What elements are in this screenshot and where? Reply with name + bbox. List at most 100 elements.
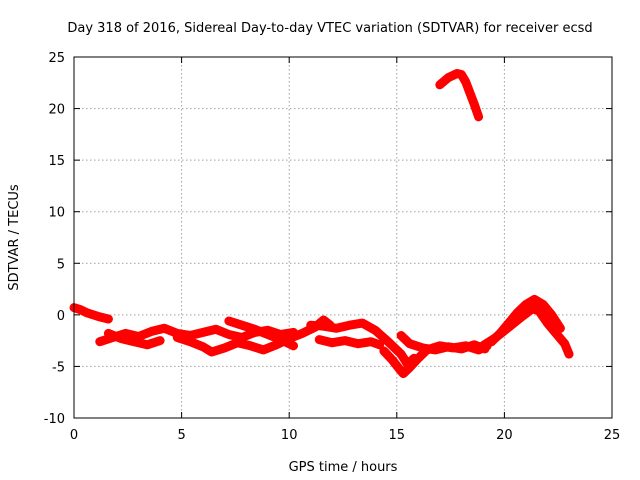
data-point [521,300,530,309]
data-point [379,346,388,355]
data-point [315,335,324,344]
data-point [453,69,462,78]
series-trace-g [314,335,385,350]
data-point [560,339,569,348]
data-point [435,80,444,89]
data-point [375,340,384,349]
data-point [233,338,242,347]
data-point [384,337,393,346]
data-point [224,317,233,326]
data-point [556,324,565,333]
data-point [220,343,229,352]
y-tick-label: 5 [57,257,65,272]
data-point [95,312,104,321]
data-traces [69,69,574,379]
data-point [237,321,246,330]
x-tick-label: 15 [389,428,406,443]
data-point [405,339,414,348]
data-point [156,336,165,345]
series-trace-c [103,328,165,350]
data-point [414,354,423,363]
data-point [306,321,315,330]
data-point [496,329,505,338]
data-point [474,112,483,121]
x-tick-label: 0 [70,428,78,443]
plot-frame [73,56,613,419]
data-point [147,327,156,336]
x-axis-label: GPS time / hours [289,460,398,475]
data-point [212,325,221,334]
series-trace-e [224,316,298,351]
data-point [224,330,233,339]
data-point [461,77,470,86]
y-tick-label: -5 [52,360,65,375]
data-point [371,326,380,335]
x-tick-label: 5 [177,428,185,443]
data-point [341,336,350,345]
data-point [104,329,113,338]
data-point [444,73,453,82]
data-point [199,342,208,351]
x-tick-label: 10 [281,428,298,443]
series-line [435,69,484,122]
data-point [143,340,152,349]
data-point [470,340,479,349]
data-point [418,343,427,352]
data-point [366,337,375,346]
data-point [89,310,98,319]
data-point [354,339,363,348]
data-point [199,328,208,337]
data-point [95,337,104,346]
data-point [328,338,337,347]
data-point [539,300,548,309]
data-point [276,335,285,344]
x-tick-label: 25 [604,428,621,443]
data-point [513,308,522,317]
data-point [186,337,195,346]
data-point [332,324,341,333]
grid [74,57,612,418]
data-point [82,308,91,317]
series-trace-f [306,318,419,369]
data-point [487,337,496,346]
data-point [394,364,403,373]
y-tick-label: 15 [48,154,65,169]
data-point [246,341,255,350]
data-point [470,100,479,109]
data-point [564,350,573,359]
data-point [289,341,298,350]
data-point [397,331,406,340]
series-trace-l [435,69,484,122]
data-point [130,337,139,346]
data-point [552,329,561,338]
data-point [358,319,367,328]
data-point [465,89,474,98]
data-point [76,305,85,314]
data-point [259,345,268,354]
data-point [263,330,272,339]
data-point [173,333,182,342]
series-trace-k [487,294,565,347]
data-point [530,295,539,304]
data-point [250,325,259,334]
data-point [543,319,552,328]
series-line [306,318,419,369]
chart-title: Day 318 of 2016, Sidereal Day-to-day VTE… [67,21,592,36]
y-tick-label: 0 [57,309,65,324]
x-tick-label: 20 [496,428,513,443]
data-point [547,310,556,319]
data-point [160,324,169,333]
data-point [504,319,513,328]
data-point [534,306,543,315]
data-point [397,350,406,359]
data-point [478,341,487,350]
data-point [399,369,408,378]
data-point [104,314,113,323]
data-point [319,322,328,331]
data-point [457,70,466,79]
series-trace-a [69,303,113,324]
axis-ticks: 0 5 10 15 20 25 -10 -5 0 5 10 15 20 25 [44,51,621,443]
y-tick-label: -10 [44,412,65,427]
data-point [457,344,466,353]
